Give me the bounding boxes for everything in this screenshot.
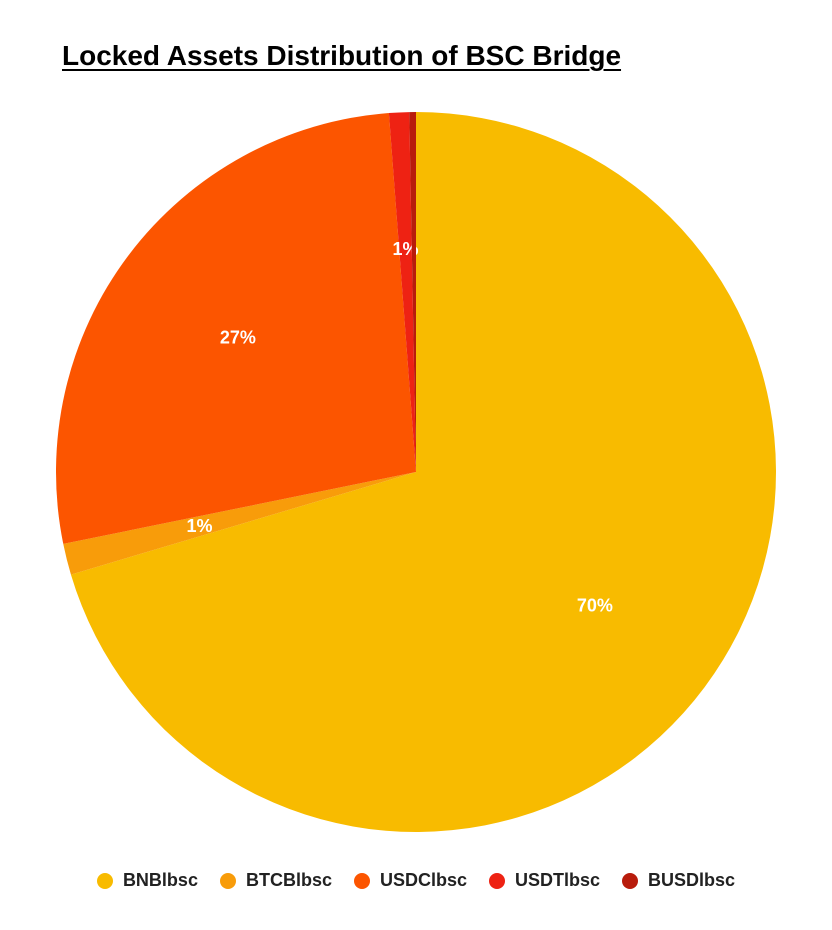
pie-slice-label-BNBlbsc: 70%: [577, 595, 613, 615]
legend-label: BNBlbsc: [122, 870, 198, 890]
legend-swatch: [96, 872, 113, 889]
legend-swatch: [489, 872, 505, 889]
chart-legend: BNBlbsc BTCBlbsc USDClbsc USDTlbsc BUSDlbsc: [0, 870, 832, 891]
pie-slice-USDTlbsc: [388, 112, 416, 472]
pie-slice-USDClbsc: [56, 113, 416, 544]
legend-swatch: [353, 872, 370, 889]
legend-label: BTCBlbsc: [245, 870, 332, 890]
legend-item-BUSDlbsc[interactable]: BUSDlbsc: [622, 870, 735, 891]
pie-slice-BNBlbsc: [70, 112, 777, 832]
chart-title: Locked Assets Distribution of BSC Bridge: [62, 40, 622, 71]
pie-slice-BUSDlbsc: [409, 112, 416, 472]
legend-swatch: [622, 872, 639, 889]
pie-slice-label-USDClbsc: 27%: [220, 327, 256, 347]
legend-label: BUSDlbsc: [648, 870, 736, 890]
legend-label: USDTlbsc: [515, 870, 601, 890]
pie-chart: 70%1%27%1%: [56, 112, 777, 832]
legend-swatch: [219, 872, 236, 889]
legend-item-USDClbsc[interactable]: USDClbsc: [353, 870, 467, 891]
legend-label: USDClbsc: [379, 870, 467, 890]
pie-slice-label-BTCBlbsc: 1%: [186, 516, 212, 536]
pie-slice-BTCBlbsc: [63, 472, 416, 575]
legend-item-BNBlbsc[interactable]: BNBlbsc: [96, 870, 198, 891]
legend-item-USDTlbsc[interactable]: USDTlbsc: [489, 870, 600, 891]
legend-item-BTCBlbsc[interactable]: BTCBlbsc: [219, 870, 332, 891]
